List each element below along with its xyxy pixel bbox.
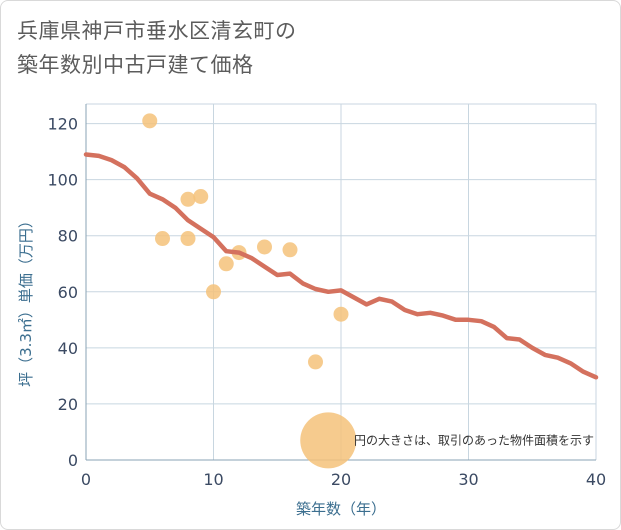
y-tick-label: 0: [68, 451, 78, 470]
y-tick-label: 100: [47, 171, 78, 190]
y-tick-label: 120: [47, 115, 78, 134]
scatter-point: [333, 306, 349, 322]
scatter-point: [142, 113, 158, 129]
scatter-point: [308, 354, 323, 370]
y-tick-label: 80: [58, 227, 78, 246]
x-tick-label: 0: [81, 470, 91, 489]
scatter-point: [218, 256, 234, 272]
y-tick-label: 20: [58, 395, 78, 414]
scatter-point: [193, 189, 209, 205]
chart-title-line-2: 築年数別中古戸建て価格: [17, 53, 254, 77]
scatter-point: [180, 191, 196, 207]
scatter-point: [282, 242, 298, 258]
chart-title-line-1: 兵庫県神戸市垂水区清玄町の: [17, 19, 297, 43]
x-tick-label: 30: [458, 470, 478, 489]
x-tick-label: 40: [586, 470, 606, 489]
scatter-point: [180, 231, 196, 247]
x-axis-title: 築年数（年）: [296, 500, 386, 518]
y-axis-title: 坪（3.3㎡）単価（万円）: [17, 213, 35, 387]
x-tick-label: 10: [203, 470, 223, 489]
bubble-size-note: 円の大きさは、取引のあった物件面積を示す: [354, 432, 594, 447]
chart-title: 兵庫県神戸市垂水区清玄町の 築年数別中古戸建て価格: [17, 14, 297, 82]
legend-size-bubble: [300, 412, 357, 469]
scatter-point: [206, 284, 221, 300]
x-tick-label: 20: [331, 470, 351, 489]
y-tick-label: 60: [58, 283, 78, 302]
trend-line: [83, 152, 599, 380]
scatter-point: [257, 239, 272, 255]
y-tick-label: 40: [58, 339, 78, 358]
scatter-point: [155, 231, 170, 247]
